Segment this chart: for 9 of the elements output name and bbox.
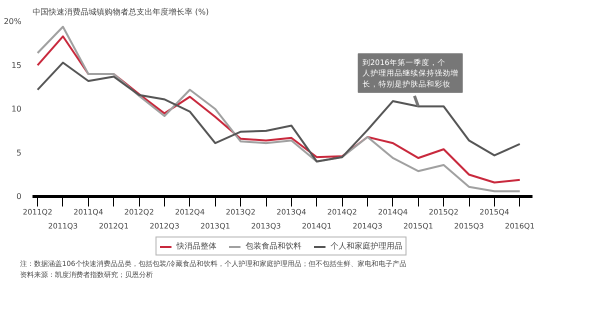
y-tick-label: 0 (16, 192, 22, 201)
y-tick-label: 10 (11, 104, 22, 114)
chart-title: 中国快速消费品城镇购物者总支出年度增长率 (%) (32, 8, 209, 16)
legend-label: 快消品整体 (176, 240, 216, 252)
y-tick-label: 5 (16, 148, 22, 158)
legend-label: 包装食品和饮料 (246, 240, 302, 252)
y-tick-label: 20% (4, 17, 22, 26)
legend-label: 个人和家庭护理用品 (330, 240, 402, 252)
y-tick-label: 15 (11, 60, 22, 70)
